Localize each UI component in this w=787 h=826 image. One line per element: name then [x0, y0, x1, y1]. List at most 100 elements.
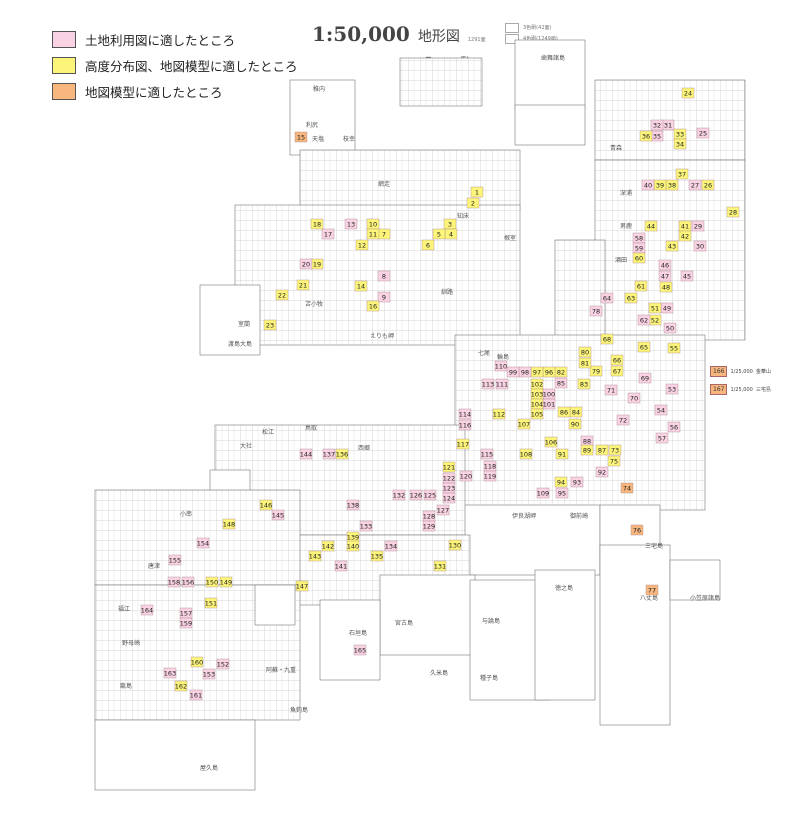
sheet-86[interactable]: 86	[557, 406, 571, 418]
sheet-46[interactable]: 46	[658, 259, 672, 271]
sheet-113[interactable]: 113	[482, 378, 494, 390]
sheet-44[interactable]: 44	[644, 220, 658, 232]
sheet-65[interactable]: 65	[637, 341, 651, 353]
sheet-93[interactable]: 93	[570, 476, 584, 488]
sheet-10[interactable]: 10	[366, 218, 380, 230]
sheet-43[interactable]: 43	[665, 240, 679, 252]
sheet-95[interactable]: 95	[555, 487, 569, 499]
sheet-81[interactable]: 81	[578, 357, 592, 369]
sheet-2[interactable]: 2	[466, 197, 480, 209]
sheet-15[interactable]: 15	[294, 131, 308, 143]
sheet-60[interactable]: 60	[632, 252, 646, 264]
sheet-151[interactable]: 151	[205, 597, 217, 609]
sheet-143[interactable]: 143	[309, 550, 321, 562]
sheet-117[interactable]: 117	[457, 438, 469, 450]
sheet-130[interactable]: 130	[449, 539, 461, 551]
sheet-141[interactable]: 141	[335, 560, 347, 572]
sheet-59[interactable]: 59	[632, 242, 646, 254]
sheet-119[interactable]: 119	[484, 470, 496, 482]
sheet-84[interactable]: 84	[569, 406, 583, 418]
sheet-101[interactable]: 101	[543, 398, 555, 410]
sheet-156[interactable]: 156	[182, 576, 194, 588]
sheet-32[interactable]: 32	[650, 119, 664, 131]
sheet-72[interactable]: 72	[616, 414, 630, 426]
sheet-164[interactable]: 164	[141, 604, 153, 616]
sheet-83[interactable]: 83	[577, 378, 591, 390]
sheet-105[interactable]: 105	[531, 408, 543, 420]
sheet-135[interactable]: 135	[371, 550, 383, 562]
sheet-123[interactable]: 123	[443, 482, 455, 494]
sheet-68[interactable]: 68	[600, 333, 614, 345]
sheet-22[interactable]: 22	[275, 289, 289, 301]
sheet-125[interactable]: 125	[424, 489, 436, 501]
sheet-71[interactable]: 71	[604, 384, 618, 396]
sheet-5[interactable]: 5	[432, 228, 446, 240]
sheet-51[interactable]: 51	[648, 302, 662, 314]
sheet-131[interactable]: 131	[434, 560, 446, 572]
sheet-17[interactable]: 17	[321, 228, 335, 240]
sheet-91[interactable]: 91	[555, 448, 569, 460]
sheet-number[interactable]: 167	[710, 384, 728, 395]
sheet-18[interactable]: 18	[310, 218, 324, 230]
sheet-158[interactable]: 158	[168, 576, 180, 588]
sheet-77[interactable]: 77	[645, 584, 659, 596]
sheet-159[interactable]: 159	[180, 617, 192, 629]
sheet-21[interactable]: 21	[296, 279, 310, 291]
sheet-99[interactable]: 99	[506, 366, 520, 378]
sheet-62[interactable]: 62	[637, 314, 651, 326]
sheet-42[interactable]: 42	[678, 230, 692, 242]
sheet-30[interactable]: 30	[693, 240, 707, 252]
sheet-124[interactable]: 124	[443, 492, 455, 504]
sheet-115[interactable]: 115	[481, 448, 493, 460]
sheet-110[interactable]: 110	[495, 360, 507, 372]
sheet-96[interactable]: 96	[542, 366, 556, 378]
sheet-146[interactable]: 146	[260, 499, 272, 511]
sheet-36[interactable]: 36	[639, 130, 653, 142]
sheet-92[interactable]: 92	[595, 466, 609, 478]
sheet-163[interactable]: 163	[164, 667, 176, 679]
sheet-78[interactable]: 78	[589, 305, 603, 317]
sheet-152[interactable]: 152	[217, 658, 229, 670]
sheet-61[interactable]: 61	[634, 280, 648, 292]
sheet-37[interactable]: 37	[675, 168, 689, 180]
sheet-100[interactable]: 100	[543, 388, 555, 400]
sheet-97[interactable]: 97	[530, 366, 544, 378]
sheet-48[interactable]: 48	[659, 281, 673, 293]
sheet-108[interactable]: 108	[520, 448, 532, 460]
sheet-70[interactable]: 70	[627, 392, 641, 404]
sheet-79[interactable]: 79	[589, 365, 603, 377]
sheet-12[interactable]: 12	[355, 239, 369, 251]
sheet-157[interactable]: 157	[180, 607, 192, 619]
sheet-8[interactable]: 8	[377, 270, 391, 282]
sheet-104[interactable]: 104	[531, 398, 543, 410]
sheet-88[interactable]: 88	[580, 435, 594, 447]
sheet-142[interactable]: 142	[322, 540, 334, 552]
sheet-162[interactable]: 162	[175, 680, 187, 692]
sheet-102[interactable]: 102	[531, 378, 543, 390]
sheet-16[interactable]: 16	[366, 300, 380, 312]
sheet-34[interactable]: 34	[673, 138, 687, 150]
sheet-24[interactable]: 24	[681, 87, 695, 99]
sheet-136[interactable]: 136	[336, 448, 348, 460]
sheet-126[interactable]: 126	[410, 489, 422, 501]
sheet-50[interactable]: 50	[663, 322, 677, 334]
sheet-116[interactable]: 116	[459, 419, 471, 431]
sheet-55[interactable]: 55	[667, 342, 681, 354]
sheet-39[interactable]: 39	[653, 179, 667, 191]
sheet-109[interactable]: 109	[537, 487, 549, 499]
sheet-3[interactable]: 3	[443, 218, 457, 230]
sheet-40[interactable]: 40	[641, 179, 655, 191]
sheet-147[interactable]: 147	[296, 580, 308, 592]
sheet-52[interactable]: 52	[648, 314, 662, 326]
sheet-121[interactable]: 121	[443, 461, 455, 473]
sheet-27[interactable]: 27	[688, 179, 702, 191]
sheet-137[interactable]: 137	[323, 448, 335, 460]
sheet-144[interactable]: 144	[300, 448, 312, 460]
sheet-114[interactable]: 114	[459, 408, 471, 420]
sheet-6[interactable]: 6	[421, 239, 435, 251]
sheet-145[interactable]: 145	[272, 509, 284, 521]
sheet-53[interactable]: 53	[665, 383, 679, 395]
sheet-153[interactable]: 153	[203, 668, 215, 680]
sheet-1[interactable]: 1	[470, 186, 484, 198]
sheet-85[interactable]: 85	[554, 377, 568, 389]
